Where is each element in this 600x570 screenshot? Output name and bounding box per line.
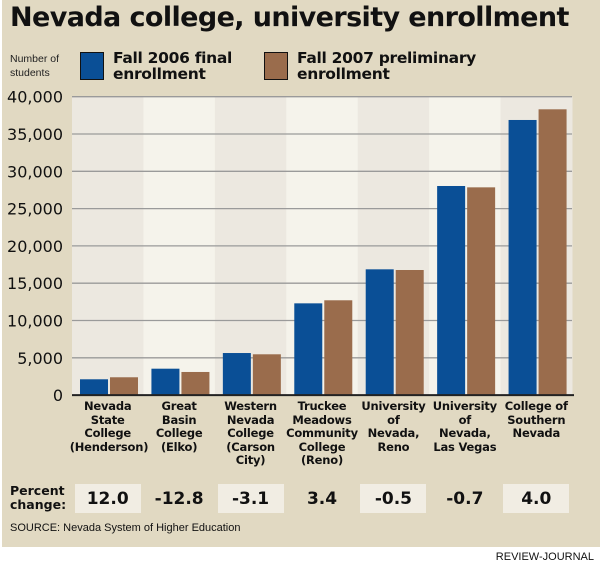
legend-label-2006: Fall 2006 final [113, 49, 233, 67]
x-tick-label-line: Southern [507, 412, 566, 427]
x-tick-label-line: College [84, 426, 132, 440]
x-tick-label-line: Truckee [297, 399, 347, 413]
bar-2007 [467, 187, 496, 396]
x-tick-label-line: Western [224, 399, 277, 413]
legend-label-2007: enrollment [297, 65, 390, 83]
percent-change-value: 4.0 [503, 484, 570, 513]
bar-2007 [110, 377, 138, 396]
x-tick-label: University of Nevada, Las Vegas [427, 399, 503, 454]
x-tick-label-line: of [458, 412, 472, 427]
x-tick-label-line: Community [286, 426, 358, 440]
x-tick-label-line: Nevada, [439, 426, 491, 440]
bar-2006 [437, 185, 466, 396]
x-tick-label-line: Reno [377, 439, 410, 454]
chart-title: Nevada college, university enrollment [10, 2, 569, 33]
percent-change-value: 12.0 [74, 484, 141, 513]
x-tick-label-line: Las Vegas [433, 439, 497, 454]
bar-2007 [252, 354, 281, 396]
x-tick-label-line: College [227, 426, 274, 440]
percent-change-value: -12.8 [154, 488, 204, 509]
x-tick-label-line: (Carson City) [226, 439, 275, 467]
y-tick-label: 30,000 [7, 162, 63, 181]
percent-change-value: 3.4 [306, 488, 338, 509]
x-tick-label-line: College [298, 439, 346, 454]
x-tick-label-line: of [387, 412, 400, 427]
legend-label-2006: enrollment [113, 65, 206, 83]
bar-2006 [365, 269, 394, 396]
credit-line: REVIEW-JOURNAL [495, 551, 594, 563]
x-tick-label-line: Basin [161, 412, 197, 427]
x-tick-label: Nevada State College (Henderson) [69, 399, 149, 454]
x-tick-label-line: (Henderson) [69, 439, 149, 454]
percent-change-label-line: Percent [10, 483, 65, 498]
y-tick-label: 0 [53, 386, 63, 405]
legend-label-2007: Fall 2007 preliminary [297, 49, 476, 67]
y-tick-label: 25,000 [7, 200, 63, 219]
bar-2007 [538, 109, 567, 396]
x-tick-label: Truckee Meadows Community College (Reno) [284, 399, 360, 468]
x-tick-label: Great Basin College (Elko) [141, 399, 217, 454]
bar-2006 [222, 353, 251, 396]
bar-2006 [80, 379, 108, 396]
legend-item-2007: Fall 2007 preliminary enrollment [264, 50, 476, 82]
y-axis-label-line: students [10, 67, 50, 79]
bar-2007 [181, 371, 210, 396]
x-tick-label: College of Southern Nevada [498, 399, 574, 441]
percent-change-label: Percent change: [10, 484, 66, 512]
x-tick-label-line: University [361, 399, 426, 413]
y-tick-label: 10,000 [7, 312, 63, 331]
y-tick-label: 40,000 [7, 88, 63, 107]
percent-change-value: -3.1 [217, 484, 284, 513]
y-tick-label: 35,000 [7, 125, 63, 144]
x-tick-label-line: College of [504, 399, 568, 413]
y-tick-label: 15,000 [7, 274, 63, 293]
percent-change-value: -0.7 [446, 488, 484, 509]
bar-2006 [151, 368, 180, 396]
bar-2007 [324, 300, 353, 396]
bar-2006 [294, 303, 323, 396]
percent-change-label-line: change: [10, 497, 67, 512]
x-tick-label-line: Great [161, 399, 197, 413]
x-tick-label-line: Nevada, [367, 426, 420, 440]
x-tick-label: University of Nevada, Reno [355, 399, 431, 454]
x-tick-label-line: State [90, 412, 125, 427]
bar-2006 [508, 119, 537, 396]
x-tick-label-line: University [432, 399, 497, 413]
y-tick-label: 20,000 [7, 237, 63, 256]
source-note: SOURCE: Nevada System of Higher Educatio… [10, 522, 241, 534]
x-tick-label-line: (Elko) [160, 439, 198, 454]
x-tick-label-line: College [155, 426, 203, 440]
bar-2007 [395, 269, 424, 396]
legend-swatch-2006 [80, 52, 104, 80]
percent-change-value: -0.5 [360, 484, 427, 513]
x-tick-label-line: Nevada [83, 399, 132, 413]
y-axis-label-line: Number of [10, 53, 60, 65]
legend-swatch-2007 [264, 52, 288, 80]
x-tick-label: Western Nevada College (Carson City) [213, 399, 289, 468]
y-axis-label: Number of students [10, 52, 70, 80]
y-tick-label: 5,000 [17, 349, 63, 368]
x-tick-label-line: Nevada [226, 412, 275, 427]
x-tick-label-line: Meadows [292, 412, 352, 427]
legend-item-2006: Fall 2006 final enrollment [80, 50, 232, 82]
x-tick-label-line: Nevada [512, 426, 561, 440]
x-tick-label-line: (Reno) [300, 453, 344, 467]
